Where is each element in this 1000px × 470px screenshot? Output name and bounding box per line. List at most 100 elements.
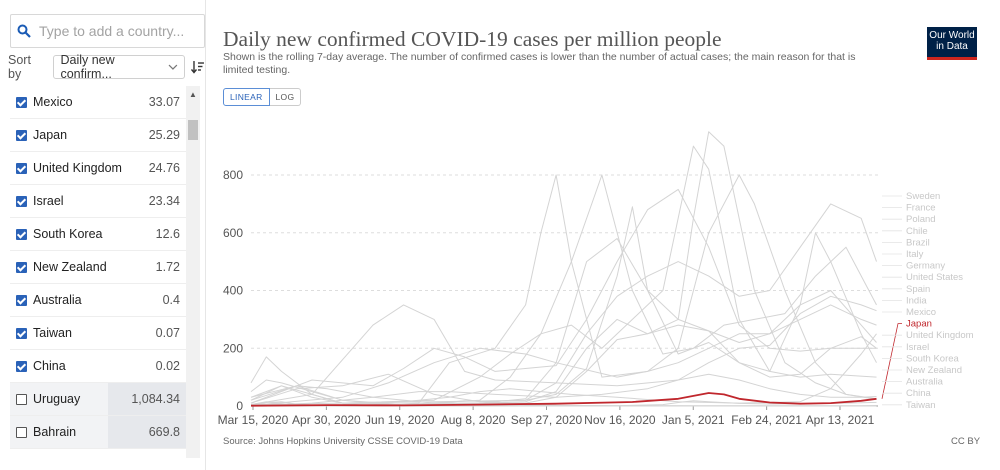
checkbox-checked[interactable] (16, 261, 27, 273)
chart-panel: Daily new confirmed COVID-19 cases per m… (206, 0, 1000, 470)
legend-label: China (906, 388, 932, 399)
legend-label: South Korea (906, 353, 960, 364)
log-scale-button[interactable]: LOG (269, 88, 302, 106)
country-row[interactable]: Bahrain 669.8 (10, 416, 186, 449)
checkbox-checked[interactable] (16, 162, 27, 174)
country-name: South Korea (33, 227, 103, 241)
country-name: China (33, 359, 66, 373)
country-row[interactable]: South Korea 12.6 (10, 218, 186, 251)
sort-label: Sort by (8, 53, 31, 81)
checkbox-checked[interactable] (16, 129, 27, 141)
legend-label: Taiwan (906, 400, 936, 411)
legend-label: Israel (906, 342, 929, 353)
x-tick-label: Apr 30, 2020 (292, 413, 361, 427)
x-tick-label: Feb 24, 2021 (731, 413, 802, 427)
country-row[interactable]: Japan 25.29 (10, 119, 186, 152)
legend-label: Poland (906, 214, 936, 225)
country-search-box[interactable] (10, 14, 205, 48)
country-value: 669.8 (108, 416, 186, 448)
series-line-united-states (250, 188, 877, 404)
list-scrollbar[interactable]: ▲ (186, 86, 200, 458)
country-value: 24.76 (148, 161, 180, 175)
country-row[interactable]: New Zealand 1.72 (10, 251, 186, 284)
legend-label: Australia (906, 377, 944, 388)
country-name: Australia (33, 293, 82, 307)
legend-label: United Kingdom (906, 330, 974, 341)
x-tick-label: Jun 19, 2020 (365, 413, 435, 427)
y-tick-label: 200 (223, 341, 243, 355)
country-list: Mexico 33.07 Japan 25.29 United Kingdom 24.76… (10, 86, 200, 458)
checkbox-checked[interactable] (16, 327, 27, 339)
country-row[interactable]: United Kingdom 24.76 (10, 152, 186, 185)
country-value: 25.29 (148, 128, 180, 142)
series-line-israel (250, 174, 877, 406)
checkbox-checked[interactable] (16, 96, 27, 108)
country-value: 1.72 (155, 260, 180, 274)
checkbox-unchecked[interactable] (16, 426, 27, 438)
linear-scale-button[interactable]: LINEAR (223, 88, 270, 106)
checkbox-checked[interactable] (16, 228, 27, 240)
legend-label: Italy (906, 249, 924, 260)
checkbox-checked[interactable] (16, 360, 27, 372)
sort-select[interactable]: Daily new confirm... (53, 53, 186, 81)
legend-label: France (906, 203, 936, 214)
country-value: 1,084.34 (108, 383, 186, 415)
legend-label: Japan (906, 319, 932, 330)
legend-label: Mexico (906, 307, 936, 318)
country-row[interactable]: Israel 23.34 (10, 185, 186, 218)
license-link[interactable]: CC BY (951, 436, 981, 447)
sort-order-icon[interactable] (191, 60, 205, 74)
country-row[interactable]: China 0.02 (10, 350, 186, 383)
legend-label: New Zealand (906, 365, 962, 376)
legend-label: Spain (906, 284, 930, 295)
series-line-chile (250, 295, 877, 406)
x-tick-label: Mar 15, 2020 (218, 413, 289, 427)
sort-row: Sort by Daily new confirm... (0, 53, 205, 81)
country-sidebar: Sort by Daily new confirm... Mexico 33.07… (0, 0, 206, 470)
scroll-thumb[interactable] (188, 120, 198, 140)
chart-subtitle: Shown is the rolling 7-day average. The … (223, 51, 856, 76)
country-row[interactable]: Australia 0.4 (10, 284, 186, 317)
y-tick-label: 0 (236, 399, 243, 413)
country-row[interactable]: Taiwan 0.07 (10, 317, 186, 350)
series-line-poland (250, 206, 877, 406)
country-row[interactable]: Uruguay 1,084.34 (10, 383, 186, 416)
country-name: Japan (33, 128, 68, 142)
series-line-mexico (250, 373, 877, 407)
series-line-sweden (250, 203, 877, 404)
checkbox-checked[interactable] (16, 294, 27, 306)
scale-toggle: LINEAR LOG (223, 88, 302, 106)
legend-label: Sweden (906, 191, 940, 202)
country-value: 33.07 (148, 95, 180, 109)
country-name: New Zealand (33, 260, 107, 274)
y-tick-label: 800 (223, 168, 243, 182)
chevron-down-icon (168, 64, 178, 70)
country-name: Mexico (33, 95, 73, 109)
country-value: 0.02 (155, 359, 180, 373)
checkbox-unchecked[interactable] (16, 393, 27, 405)
source-note: Source: Johns Hopkins University CSSE CO… (223, 436, 463, 447)
checkbox-checked[interactable] (16, 195, 27, 207)
series-line-united-kingdom (250, 131, 877, 404)
owid-logo[interactable]: Our World in Data (927, 27, 977, 60)
series-line-italy (250, 238, 877, 406)
x-tick-label: Nov 16, 2020 (584, 413, 656, 427)
sort-select-value: Daily new confirm... (60, 53, 115, 81)
series-line-spain (250, 145, 877, 404)
country-value: 0.4 (162, 293, 180, 307)
country-name: Uruguay (33, 392, 81, 406)
chart-title: Daily new confirmed COVID-19 cases per m… (223, 27, 722, 51)
series-line-india (250, 333, 877, 407)
country-search-input[interactable] (37, 22, 191, 40)
scroll-up-arrow-icon[interactable]: ▲ (189, 90, 197, 99)
legend-label: United States (906, 272, 963, 283)
country-row[interactable]: Mexico 33.07 (10, 86, 186, 119)
series-line-japan (250, 392, 877, 407)
x-tick-label: Aug 8, 2020 (441, 413, 506, 427)
legend-leader-line (881, 323, 902, 399)
logo-line-2: in Data (936, 41, 968, 52)
country-name: Bahrain (33, 425, 77, 439)
x-tick-label: Jan 5, 2021 (662, 413, 725, 427)
country-value: 23.34 (148, 194, 180, 208)
x-tick-label: Sep 27, 2020 (511, 413, 583, 427)
